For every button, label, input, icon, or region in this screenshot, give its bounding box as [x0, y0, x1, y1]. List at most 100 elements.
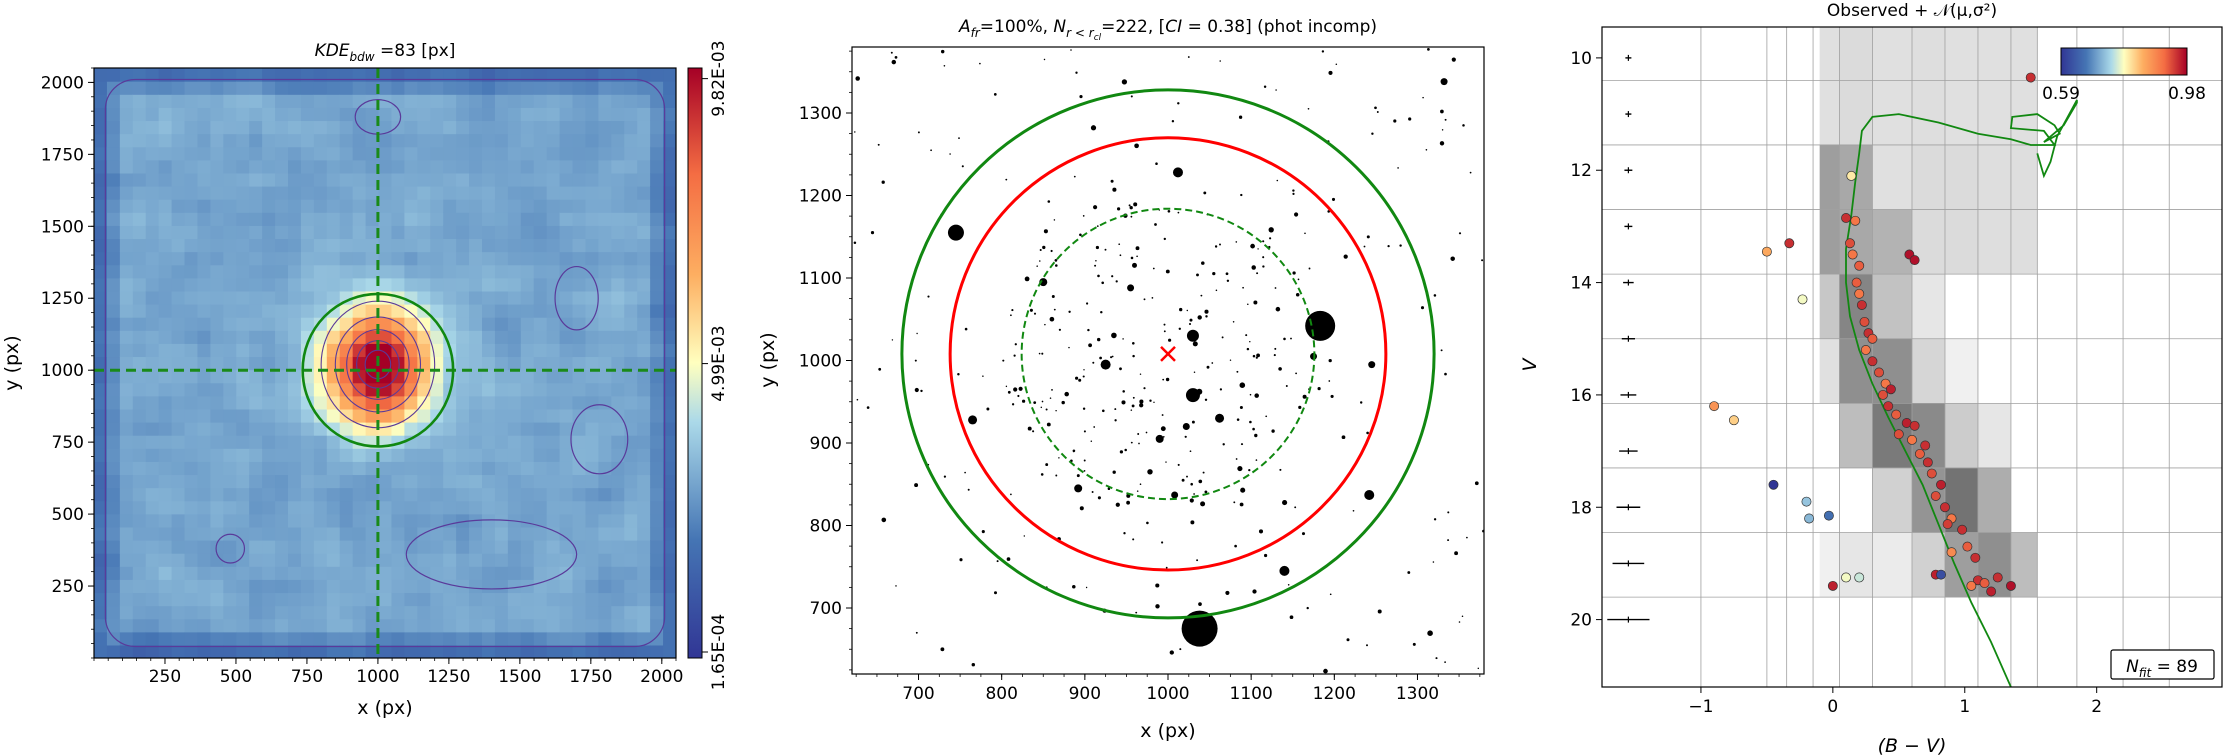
- star-point: [1269, 237, 1272, 240]
- kde-cell: [456, 330, 470, 344]
- kde-cell: [158, 618, 173, 633]
- kde-cell: [158, 500, 173, 515]
- kde-cell: [520, 225, 535, 240]
- kde-cell: [559, 107, 574, 122]
- kde-cell: [223, 330, 237, 344]
- kde-cell: [520, 94, 535, 108]
- kde-cell: [469, 526, 483, 541]
- kde-cell: [404, 356, 418, 371]
- kde-cell: [106, 579, 121, 594]
- kde-cell: [236, 343, 250, 358]
- kde-cell: [262, 172, 276, 187]
- kde-cell: [482, 107, 496, 122]
- kde-cell: [430, 330, 444, 344]
- kde-cell: [352, 395, 367, 410]
- kde-cell: [288, 225, 302, 240]
- kde-cell: [482, 199, 496, 213]
- kde-cell: [533, 592, 548, 607]
- kde-cell: [663, 382, 676, 397]
- kde-cell: [223, 81, 237, 95]
- kde-cell: [469, 186, 483, 200]
- kde-cell: [210, 474, 224, 489]
- kde-cell: [417, 172, 431, 187]
- kde-cell: [520, 395, 535, 410]
- kde-cell: [94, 277, 108, 292]
- kde-cell: [352, 264, 367, 279]
- kde-cell: [507, 159, 522, 174]
- kde-cell: [132, 579, 147, 594]
- kde-cell: [456, 474, 470, 489]
- kde-cell: [365, 251, 380, 266]
- kde-cell: [106, 605, 121, 620]
- star-point: [1246, 347, 1250, 351]
- star-point: [1086, 302, 1089, 305]
- kde-cell: [145, 631, 160, 646]
- kde-cell: [624, 186, 638, 200]
- kde-cell: [313, 566, 328, 580]
- kde-cell: [546, 395, 561, 410]
- kde-cell: [663, 592, 676, 607]
- kde-cell: [417, 133, 431, 148]
- kde-cell: [249, 644, 263, 658]
- kde-cell: [430, 500, 444, 515]
- cmd-colorbar-min-label: 0.59: [2042, 84, 2080, 104]
- kde-cell: [637, 81, 651, 95]
- cmd-ytick-label: 14: [1570, 274, 1592, 294]
- star-point: [1264, 553, 1268, 558]
- kde-cell: [313, 330, 328, 344]
- kde-cell: [300, 107, 315, 122]
- kde-cell: [158, 422, 173, 436]
- kde-cell: [598, 133, 612, 148]
- kde-cell: [262, 408, 276, 423]
- kde-cell: [184, 264, 199, 279]
- star-point: [1111, 275, 1114, 278]
- kde-cell: [378, 461, 393, 476]
- kde-cell: [223, 540, 237, 554]
- kde-cell: [339, 199, 354, 213]
- star-point: [1245, 334, 1248, 337]
- kde-cell: [171, 461, 186, 476]
- kde-cell: [469, 68, 483, 82]
- kde-cell: [598, 553, 612, 567]
- kde-cell: [184, 553, 199, 567]
- kde-cell: [533, 382, 548, 397]
- kde-cell: [94, 212, 108, 226]
- star-point: [1359, 401, 1363, 404]
- kde-cell: [171, 81, 186, 95]
- kde-cell: [145, 526, 160, 541]
- star-point: [890, 51, 893, 54]
- kde-cell: [482, 474, 496, 489]
- kde-cell: [249, 631, 263, 646]
- kde-cell: [650, 526, 664, 541]
- kde-cell: [585, 618, 599, 633]
- kde-cell: [572, 553, 587, 567]
- cmd-plot: [1602, 27, 2222, 687]
- kde-cell: [158, 304, 173, 318]
- star-point: [1073, 175, 1076, 178]
- kde-cell: [184, 448, 199, 462]
- kde-cell: [326, 382, 341, 397]
- kde-cell: [171, 435, 186, 449]
- kde-cell: [611, 553, 625, 567]
- kde-cell: [365, 199, 380, 213]
- kde-cell: [443, 448, 457, 462]
- kde-cell: [275, 68, 289, 82]
- kde-cell: [533, 68, 548, 82]
- kde-cell: [132, 500, 147, 515]
- kde-cell: [456, 94, 470, 108]
- kde-cell: [482, 330, 496, 344]
- star-point: [1181, 478, 1185, 482]
- kde-cell: [611, 212, 625, 226]
- kde-cell: [624, 487, 638, 502]
- kde-cell: [520, 304, 535, 318]
- kde-cell: [236, 448, 250, 462]
- kde-cell: [106, 120, 121, 135]
- kde-cell: [430, 238, 444, 253]
- kde-cell: [391, 566, 405, 580]
- kde-cell: [326, 356, 341, 371]
- kde-cell: [469, 343, 483, 358]
- kde-cell: [663, 290, 676, 305]
- kde-cell: [158, 566, 173, 580]
- kde-cell: [184, 317, 199, 331]
- kde-cell: [171, 579, 186, 594]
